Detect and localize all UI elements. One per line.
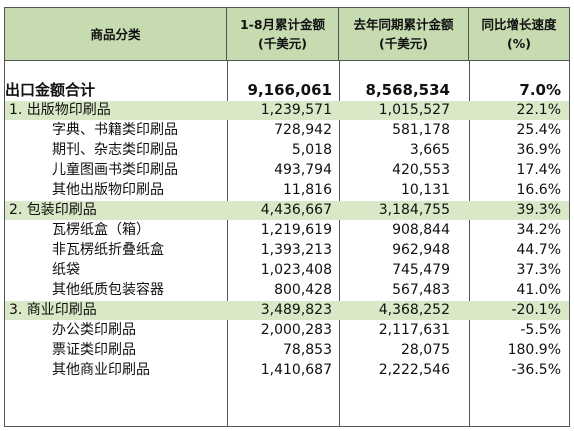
row-name: 办公类印刷品: [52, 322, 136, 338]
row-name: 其他出版物印刷品: [52, 182, 164, 198]
table-row: 儿童图画书类印刷品 493,794 420,553 17.4%: [5, 161, 569, 180]
export-table: 商品分类 1-8月累计金额 (千美元) 去年同期累计金额 (千美元) 同比增长速…: [4, 7, 570, 427]
header-category-label: 商品分类: [90, 26, 141, 42]
row-current: 1,239,571: [260, 102, 332, 118]
row-growth: 25.4%: [516, 122, 561, 138]
header-growth-line2: (%): [507, 36, 531, 51]
row-current: 800,428: [274, 282, 332, 298]
row-growth: 17.4%: [516, 162, 561, 178]
row-current: 2,000,283: [260, 322, 332, 338]
table-row: 纸袋 1,023,408 745,479 37.3%: [5, 261, 569, 280]
row-previous: 10,131: [401, 182, 450, 198]
row-current: 78,853: [283, 342, 332, 358]
row-growth: 7.0%: [519, 81, 561, 99]
row-name: 1. 出版物印刷品: [9, 102, 111, 118]
header-current-line2: (千美元): [258, 36, 307, 51]
table-header: 商品分类 1-8月累计金额 (千美元) 去年同期累计金额 (千美元) 同比增长速…: [5, 8, 569, 61]
header-previous-line1: 去年同期累计金额: [353, 17, 454, 32]
table-row: 瓦楞纸盒（箱） 1,219,619 908,844 34.2%: [5, 221, 569, 240]
row-name: 期刊、杂志类印刷品: [52, 142, 178, 158]
table-row: 其他纸质包装容器 800,428 567,483 41.0%: [5, 281, 569, 300]
header-previous-line2: (千美元): [379, 36, 428, 51]
row-current: 1,410,687: [260, 362, 332, 378]
row-current: 3,489,823: [260, 302, 332, 318]
row-growth: 41.0%: [516, 282, 561, 298]
table-row: 票证类印刷品 78,853 28,075 180.9%: [5, 341, 569, 360]
row-name: 字典、书籍类印刷品: [52, 122, 178, 138]
row-previous: 745,479: [392, 262, 450, 278]
row-previous: 581,178: [392, 122, 450, 138]
row-growth: 34.2%: [516, 222, 561, 238]
row-growth: -36.5%: [511, 362, 561, 378]
header-current: 1-8月累计金额 (千美元): [227, 8, 339, 60]
row-name: 出口金额合计: [5, 81, 96, 99]
row-growth: 39.3%: [516, 202, 561, 218]
row-current: 9,166,061: [247, 81, 332, 99]
row-growth: 36.9%: [516, 142, 561, 158]
row-growth: 37.3%: [516, 262, 561, 278]
row-previous: 2,117,631: [378, 322, 450, 338]
header-current-line1: 1-8月累计金额: [239, 17, 326, 32]
header-growth: 同比增长速度 (%): [469, 8, 569, 60]
table-row: 办公类印刷品 2,000,283 2,117,631 -5.5%: [5, 321, 569, 340]
row-growth: 22.1%: [516, 102, 561, 118]
row-name: 非瓦楞纸折叠纸盒: [52, 242, 164, 258]
row-growth: 44.7%: [516, 242, 561, 258]
header-category: 商品分类: [5, 8, 227, 60]
row-current: 11,816: [283, 182, 332, 198]
column-divider: [469, 60, 470, 426]
row-previous: 3,184,755: [378, 202, 450, 218]
row-name: 瓦楞纸盒（箱）: [52, 222, 150, 238]
row-previous: 420,553: [392, 162, 450, 178]
row-name: 2. 包装印刷品: [9, 202, 97, 218]
row-growth: 180.9%: [507, 342, 561, 358]
row-name: 纸袋: [52, 262, 80, 278]
column-divider: [339, 60, 340, 426]
header-previous: 去年同期累计金额 (千美元): [339, 8, 469, 60]
table-row: 其他商业印刷品 1,410,687 2,222,546 -36.5%: [5, 361, 569, 380]
row-current: 4,436,667: [260, 202, 332, 218]
row-previous: 3,665: [409, 142, 450, 158]
table-row: 1. 出版物印刷品 1,239,571 1,015,527 22.1%: [5, 101, 569, 120]
table-row: 非瓦楞纸折叠纸盒 1,393,213 962,948 44.7%: [5, 241, 569, 260]
table-row: 出口金额合计 9,166,061 8,568,534 7.0%: [5, 81, 569, 100]
table-row: 3. 商业印刷品 3,489,823 4,368,252 -20.1%: [5, 301, 569, 320]
row-previous: 1,015,527: [378, 102, 450, 118]
table-row: 2. 包装印刷品 4,436,667 3,184,755 39.3%: [5, 201, 569, 220]
row-previous: 4,368,252: [378, 302, 450, 318]
row-previous: 567,483: [392, 282, 450, 298]
row-current: 493,794: [274, 162, 332, 178]
row-current: 5,018: [291, 142, 332, 158]
column-divider: [227, 60, 228, 426]
row-previous: 8,568,534: [365, 81, 450, 99]
table-row: 字典、书籍类印刷品 728,942 581,178 25.4%: [5, 121, 569, 140]
row-name: 儿童图画书类印刷品: [52, 162, 178, 178]
table-row: 其他出版物印刷品 11,816 10,131 16.6%: [5, 181, 569, 200]
row-previous: 2,222,546: [378, 362, 450, 378]
table-row: 期刊、杂志类印刷品 5,018 3,665 36.9%: [5, 141, 569, 160]
row-growth: 16.6%: [516, 182, 561, 198]
header-growth-line1: 同比增长速度: [481, 17, 557, 32]
row-name: 票证类印刷品: [52, 342, 136, 358]
row-current: 728,942: [274, 122, 332, 138]
row-current: 1,219,619: [260, 222, 332, 238]
row-growth: -5.5%: [520, 322, 561, 338]
row-current: 1,393,213: [260, 242, 332, 258]
row-previous: 908,844: [392, 222, 450, 238]
row-previous: 28,075: [401, 342, 450, 358]
row-current: 1,023,408: [260, 262, 332, 278]
row-previous: 962,948: [392, 242, 450, 258]
row-name: 其他纸质包装容器: [52, 282, 164, 298]
row-name: 其他商业印刷品: [52, 362, 150, 378]
row-growth: -20.1%: [511, 302, 561, 318]
row-name: 3. 商业印刷品: [9, 302, 97, 318]
